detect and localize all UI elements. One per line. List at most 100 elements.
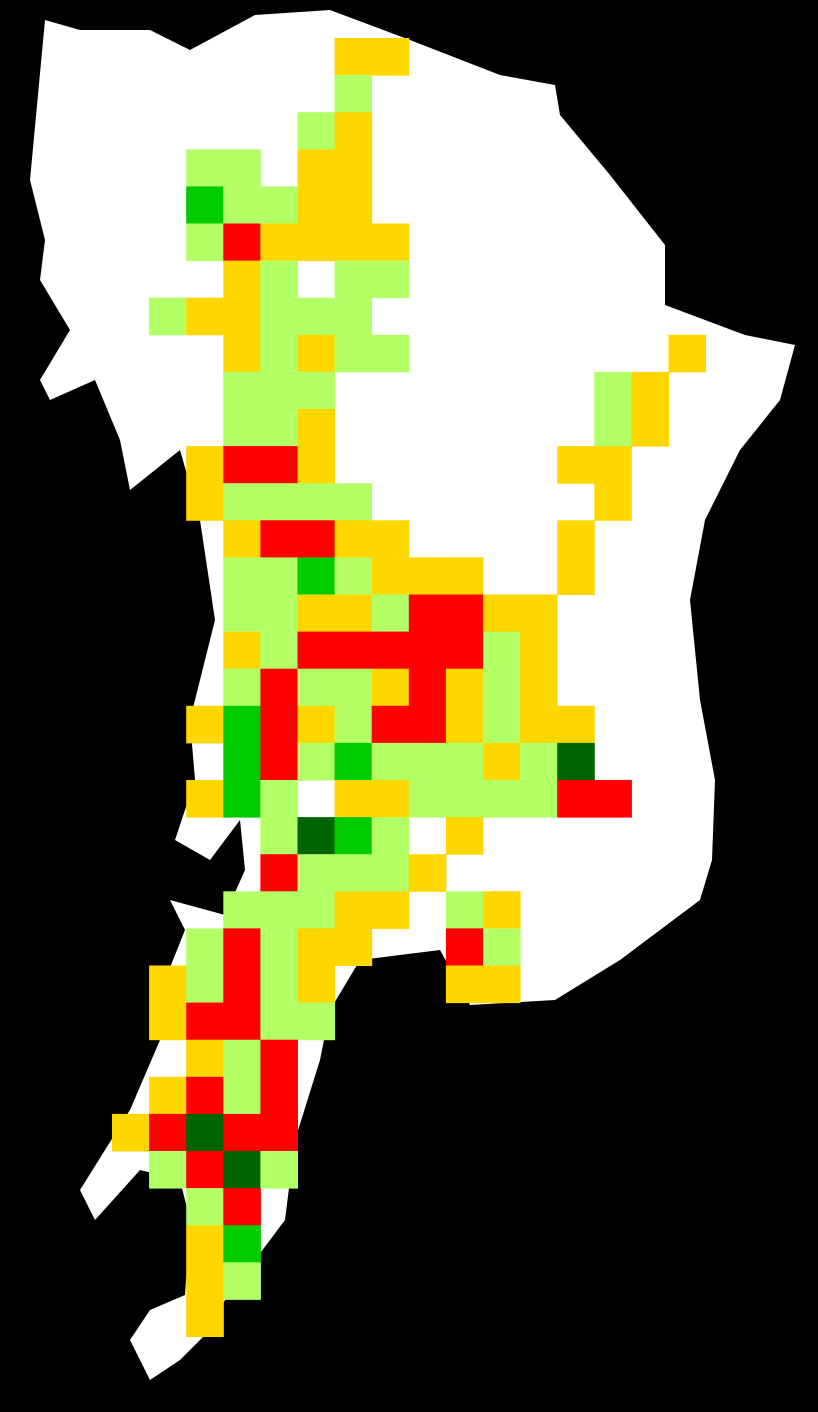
grid-cell: [260, 928, 298, 966]
grid-cell: [186, 149, 224, 187]
grid-cell: [223, 594, 261, 633]
grid-cell: [297, 594, 336, 633]
grid-cell: [297, 409, 336, 447]
grid-cell: [334, 780, 373, 818]
grid-cell: [371, 742, 410, 781]
grid-cell: [594, 409, 632, 447]
grid-cell: [149, 1076, 187, 1115]
grid-cell: [334, 520, 373, 558]
grid-cell: [594, 371, 632, 410]
grid-cell: [594, 483, 632, 521]
grid-cell: [223, 1002, 261, 1041]
grid-cell: [260, 1076, 298, 1115]
grid-cell: [297, 149, 336, 187]
grid-cell: [223, 520, 261, 558]
grid-cell: [260, 780, 298, 818]
grid-cell: [297, 186, 336, 224]
grid-cell: [334, 483, 373, 521]
grid-cell: [149, 297, 187, 336]
grid-cell: [483, 780, 521, 818]
grid-cell: [445, 668, 484, 707]
grid-cell: [557, 705, 595, 744]
grid-cell: [334, 928, 373, 966]
grid-cell: [186, 1225, 224, 1263]
grid-cell: [186, 186, 224, 224]
grid-cell: [557, 446, 595, 484]
grid-cell: [260, 520, 298, 558]
grid-cell: [297, 705, 336, 744]
grid-cell: [260, 371, 298, 410]
grid-cell: [297, 371, 336, 410]
grid-cell: [371, 891, 410, 929]
grid-cell: [334, 297, 373, 336]
grid-cell: [334, 705, 373, 744]
grid-cell: [297, 223, 336, 262]
grid-cell: [186, 928, 224, 966]
grid-cell: [445, 965, 484, 1004]
grid-cell: [297, 742, 336, 781]
grid-cell: [260, 557, 298, 595]
grid-cell: [445, 631, 484, 670]
grid-cell: [408, 594, 447, 633]
grid-cell: [334, 112, 373, 150]
grid-cell: [223, 297, 261, 336]
grid-cell: [334, 854, 373, 892]
grid-cell: [371, 668, 410, 707]
grid-cell: [334, 38, 373, 76]
grid-cell: [297, 557, 336, 595]
grid-cell: [297, 817, 336, 855]
grid-cell: [334, 817, 373, 855]
grid-cell: [186, 780, 224, 818]
grid-cell: [334, 186, 373, 224]
grid-cell: [631, 409, 669, 447]
grid-cell: [445, 705, 484, 744]
grid-cell: [445, 817, 484, 855]
grid-cell: [223, 371, 261, 410]
grid-cell: [483, 594, 521, 633]
grid-cell: [334, 75, 373, 113]
grid-cell: [483, 705, 521, 744]
grid-cell: [112, 1113, 150, 1152]
grid-cell: [223, 557, 261, 595]
grid-cell: [334, 631, 373, 670]
grid-cell: [260, 854, 298, 892]
grid-cell: [334, 594, 373, 633]
grid-cell: [408, 557, 447, 595]
grid-cell: [631, 371, 669, 410]
grid-cell: [149, 965, 187, 1004]
grid-cell: [223, 891, 261, 929]
grid-cell: [223, 1113, 261, 1152]
grid-cell: [223, 409, 261, 447]
grid-cell: [297, 297, 336, 336]
grid-cell: [334, 334, 373, 373]
grid-cell: [594, 780, 632, 818]
grid-cells: [112, 38, 707, 1337]
grid-cell: [149, 1113, 187, 1152]
grid-cell: [260, 1113, 298, 1152]
grid-cell: [186, 1002, 224, 1041]
grid-cell: [297, 891, 336, 929]
grid-cell: [223, 483, 261, 521]
grid-cell: [594, 446, 632, 484]
grid-cell: [260, 223, 298, 262]
grid-cell: [334, 149, 373, 187]
grid-cell: [557, 780, 595, 818]
grid-cell: [297, 1002, 336, 1041]
grid-cell: [260, 891, 298, 929]
grid-cell: [223, 631, 261, 670]
grid-cell: [408, 705, 447, 744]
grid-cell: [260, 446, 298, 484]
grid-cell: [520, 780, 558, 818]
grid-cell: [223, 780, 261, 818]
grid-cell: [260, 483, 298, 521]
grid-cell: [223, 1039, 261, 1078]
grid-cell: [520, 631, 558, 670]
grid-cell: [297, 965, 336, 1004]
grid-cell: [186, 1039, 224, 1078]
grid-cell: [297, 928, 336, 966]
grid-cell: [445, 780, 484, 818]
grid-cell: [186, 483, 224, 521]
grid-cell: [371, 594, 410, 633]
grid-cell: [260, 631, 298, 670]
